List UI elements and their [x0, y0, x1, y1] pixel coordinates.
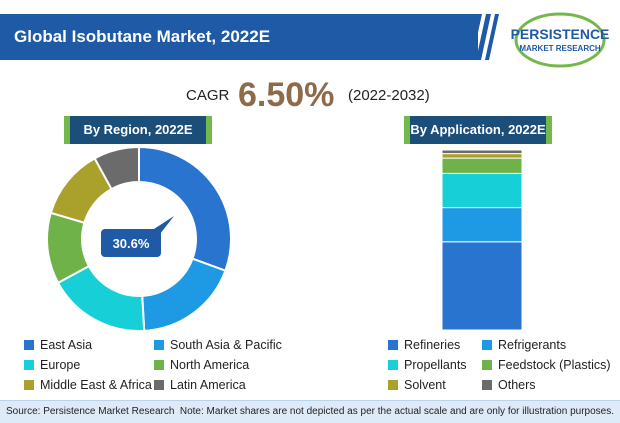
region-legend: East Asia South Asia & Pacific Europe North…: [24, 338, 324, 398]
bar-segment-refineries: [441, 241, 523, 331]
region-chart-title: By Region, 2022E: [64, 116, 212, 144]
cagr-period: (2022-2032): [348, 87, 430, 104]
bar-segment-refrigerants: [441, 207, 523, 243]
application-chart-title: By Application, 2022E: [404, 116, 552, 144]
donut-callout-value: 30.6%: [113, 236, 150, 251]
logo-line1: PERSISTENCE: [511, 26, 610, 42]
legend-item-propellants: Propellants: [388, 358, 467, 372]
footer-note: Note: Market shares are not depicted as …: [179, 406, 614, 417]
legend-swatch: [24, 380, 34, 390]
legend-swatch: [154, 360, 164, 370]
cagr-label: CAGR: [186, 87, 230, 104]
legend-swatch: [482, 360, 492, 370]
legend-item-solvent: Solvent: [388, 378, 446, 392]
legend-item-refineries: Refineries: [388, 338, 460, 352]
legend-item-south-asia-pacific: South Asia & Pacific: [154, 338, 282, 352]
logo-line2: MARKET RESEARCH: [519, 44, 601, 53]
legend-item-refrigerants: Refrigerants: [482, 338, 566, 352]
legend-swatch: [482, 340, 492, 350]
company-logo: PERSISTENCE MARKET RESEARCH: [506, 10, 616, 70]
legend-swatch: [388, 360, 398, 370]
donut-slice-south-asia-pacific: [141, 257, 227, 332]
legend-label: Refineries: [404, 338, 461, 352]
donut-callout: 30.6%: [99, 216, 174, 259]
region-donut-chart: 30.6%: [46, 146, 232, 332]
legend-item-north-america: North America: [154, 358, 249, 372]
donut-slice-east-asia: [138, 146, 232, 272]
logo-mark: PERSISTENCE MARKET RESEARCH: [511, 12, 610, 68]
legend-swatch: [24, 340, 34, 350]
legend-item-middle-east-africa: Middle East & Africa: [24, 378, 152, 392]
application-legend: Refineries Refrigerants Propellants Feedsto…: [388, 338, 620, 398]
legend-item-feedstock-plastics-: Feedstock (Plastics): [482, 358, 611, 372]
cagr-value: 6.50%: [238, 76, 335, 114]
legend-swatch: [388, 340, 398, 350]
donut-slice-latin-america: [93, 146, 140, 191]
region-chart-title-text: By Region, 2022E: [83, 122, 193, 137]
legend-swatch: [388, 380, 398, 390]
cagr-block: CAGR 6.50% (2022-2032): [0, 76, 620, 118]
application-chart-title-text: By Application, 2022E: [410, 122, 546, 137]
footer-bar: Source: Persistence Market Research Note…: [0, 400, 620, 423]
legend-swatch: [154, 340, 164, 350]
bar-segment-solvent: [441, 153, 523, 159]
legend-item-latin-america: Latin America: [154, 378, 246, 392]
bar-segment-propellants: [441, 172, 523, 209]
legend-label: Feedstock (Plastics): [498, 358, 611, 372]
legend-label: Others: [498, 378, 536, 392]
banner-stripes: [474, 14, 499, 60]
legend-item-east-asia: East Asia: [24, 338, 92, 352]
legend-item-others: Others: [482, 378, 536, 392]
title-banner: Global Isobutane Market, 2022E: [0, 14, 499, 60]
legend-label: Propellants: [404, 358, 467, 372]
legend-swatch: [482, 380, 492, 390]
bar-segment-feedstock-plastics-: [441, 157, 523, 174]
legend-label: South Asia & Pacific: [170, 338, 282, 352]
legend-label: Europe: [40, 358, 81, 372]
legend-swatch: [24, 360, 34, 370]
legend-label: Refrigerants: [498, 338, 567, 352]
application-stacked-bar: [441, 149, 523, 331]
legend-label: Latin America: [170, 378, 246, 392]
legend-label: Solvent: [404, 378, 446, 392]
legend-label: Middle East & Africa: [40, 378, 152, 392]
legend-label: North America: [170, 358, 250, 372]
legend-item-europe: Europe: [24, 358, 80, 372]
bar-segment-others: [441, 149, 523, 155]
legend-swatch: [154, 380, 164, 390]
footer-source: Source: Persistence Market Research: [6, 406, 175, 417]
page-title: Global Isobutane Market, 2022E: [14, 27, 271, 46]
legend-label: East Asia: [40, 338, 93, 352]
